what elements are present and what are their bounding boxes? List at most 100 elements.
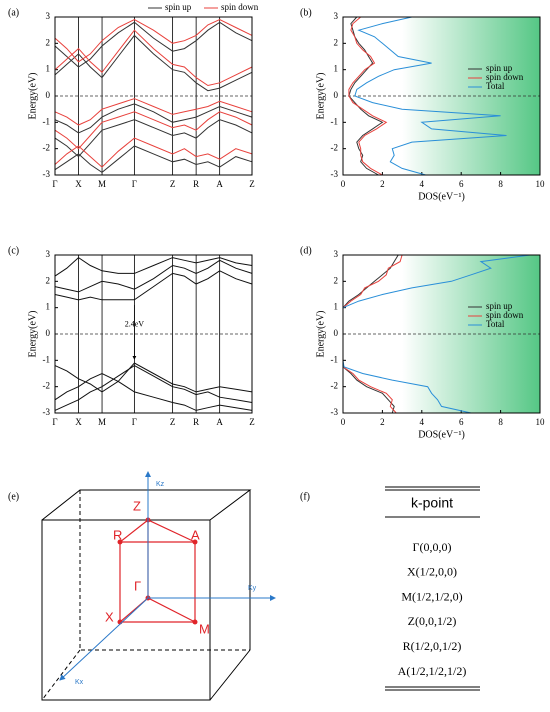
x-tick-label: R <box>193 417 199 427</box>
y-tick-label: -2 <box>331 381 339 391</box>
x-tick-label: 4 <box>420 417 425 427</box>
axis-label: Kx <box>75 679 84 686</box>
plot-frame <box>342 16 541 176</box>
x-tick-label: Γ <box>132 179 137 189</box>
table-cell: X(1/2,0,0) <box>407 565 457 579</box>
y-tick-label: -2 <box>43 381 51 391</box>
x-tick-label: Z <box>249 417 255 427</box>
point-label: X <box>105 609 114 624</box>
plot-frame <box>54 16 253 176</box>
irreducible-zone <box>118 519 196 623</box>
table-cell: Z(0,0,1/2) <box>408 614 457 628</box>
band-line <box>54 145 253 174</box>
annotation: 2.4eV <box>125 320 145 329</box>
y-tick-label: 0 <box>46 328 51 338</box>
brillouin-zone: (e) Z R A Γ X M Kz Ky Kx <box>8 471 276 701</box>
x-tick-label: Γ <box>132 417 137 427</box>
panel-label: (c) <box>8 245 19 256</box>
x-tick-label: 4 <box>420 179 425 189</box>
x-tick-label: X <box>75 417 82 427</box>
y-tick-label: -1 <box>43 354 51 364</box>
band-line <box>54 119 253 158</box>
y-tick-label: -1 <box>43 116 51 126</box>
x-tick-label: 0 <box>341 417 346 427</box>
x-tick-label: M <box>98 179 106 189</box>
x-tick-label: X <box>75 179 82 189</box>
dos-line <box>354 16 507 176</box>
table-rules <box>385 486 480 691</box>
table-header: k-point <box>411 495 453 511</box>
band-line <box>54 365 253 411</box>
panel: (c) -3 -2 -1 0 1 2 3 Energy(eV) Γ X M Γ Z R A Z 2.4eV <box>8 245 255 427</box>
x-axis-label: DOS(eV⁻¹) <box>418 191 465 202</box>
band-line <box>54 372 253 411</box>
y-axis-label: Energy(eV) <box>27 72 38 119</box>
x-axis-label: DOS(eV⁻¹) <box>418 429 465 440</box>
y-tick-label: 1 <box>334 64 339 74</box>
y-tick-label: -1 <box>331 116 339 126</box>
x-tick-label: M <box>98 417 106 427</box>
point <box>117 539 123 545</box>
y-axis-label: Energy(eV) <box>315 72 326 119</box>
point <box>192 539 198 545</box>
x-tick-label: Γ <box>52 179 57 189</box>
k-point-table: (f) k-point <box>300 486 480 691</box>
panel-label: (f) <box>300 491 310 502</box>
y-tick-label: 2 <box>334 275 339 285</box>
band-line <box>54 29 253 87</box>
panel-label: (a) <box>8 7 19 18</box>
y-tick-label: 2 <box>46 275 51 285</box>
band-line <box>54 362 253 393</box>
panel: (b) -3 -2 -1 0 1 2 3 Energy(eV) 0 2 4 6 8 10 DOS(eV⁻¹) s… <box>300 7 545 202</box>
y-tick-label: 0 <box>46 90 51 100</box>
legend-label: spin up <box>165 2 192 12</box>
k-points <box>117 517 198 625</box>
x-tick-label: 8 <box>498 179 503 189</box>
y-tick-label: -3 <box>43 169 51 179</box>
point-label: Γ <box>134 578 141 593</box>
y-axis-label: Energy(eV) <box>315 310 326 357</box>
y-tick-label: -3 <box>331 169 339 179</box>
band-line <box>54 111 253 150</box>
x-tick-label: A <box>216 179 223 189</box>
x-tick-label: Z <box>170 179 176 189</box>
legend-label: spin up <box>486 301 513 311</box>
panel: (d) -3 -2 -1 0 1 2 3 Energy(eV) 0 2 4 6 8 10 DOS(eV⁻¹) s… <box>300 245 545 440</box>
band-line <box>54 259 253 293</box>
y-tick-label: -2 <box>43 143 51 153</box>
y-tick-label: -1 <box>331 354 339 364</box>
x-tick-label: 0 <box>341 179 346 189</box>
y-tick-label: 0 <box>334 328 339 338</box>
axis-label: Ky <box>248 585 257 592</box>
axis-label: Kz <box>156 481 165 488</box>
x-tick-label: 6 <box>459 179 464 189</box>
legend-label: spin up <box>486 63 513 73</box>
dos-line <box>348 16 388 176</box>
y-tick-label: -3 <box>331 407 339 417</box>
band-line <box>54 137 253 168</box>
y-tick-label: -2 <box>331 143 339 153</box>
x-tick-label: 6 <box>459 417 464 427</box>
plot-frame <box>54 254 253 414</box>
y-tick-label: 0 <box>334 90 339 100</box>
y-tick-label: 1 <box>46 64 51 74</box>
band-line <box>54 103 253 134</box>
legend-label: spin down <box>486 310 524 320</box>
x-tick-label: 10 <box>536 417 546 427</box>
panel-label: (e) <box>8 491 19 502</box>
band-line <box>54 98 253 126</box>
y-axis-label: Energy(eV) <box>27 310 38 357</box>
legend-label: spin down <box>221 2 259 12</box>
y-tick-label: -3 <box>43 407 51 417</box>
x-tick-label: R <box>193 179 199 189</box>
y-tick-label: 3 <box>334 249 339 259</box>
y-tick-label: 2 <box>334 37 339 47</box>
x-tick-label: 2 <box>380 179 385 189</box>
point-label: R <box>113 527 122 542</box>
y-tick-label: 1 <box>334 302 339 312</box>
x-tick-label: 10 <box>536 179 546 189</box>
band-line <box>54 21 253 68</box>
x-tick-label: Γ <box>52 417 57 427</box>
